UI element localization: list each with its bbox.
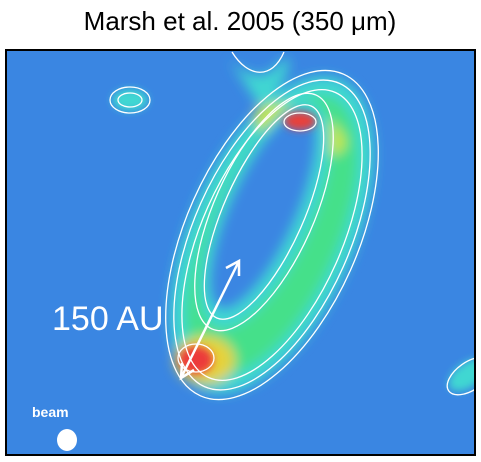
map <box>6 50 475 455</box>
beam-marker <box>57 429 77 451</box>
scale-arrow <box>179 258 241 381</box>
scale-label: 150 AU <box>52 300 164 338</box>
frame <box>5 49 476 456</box>
title: Marsh et al. 2005 (350 μm) <box>84 6 397 36</box>
beam-label: beam <box>32 404 69 420</box>
